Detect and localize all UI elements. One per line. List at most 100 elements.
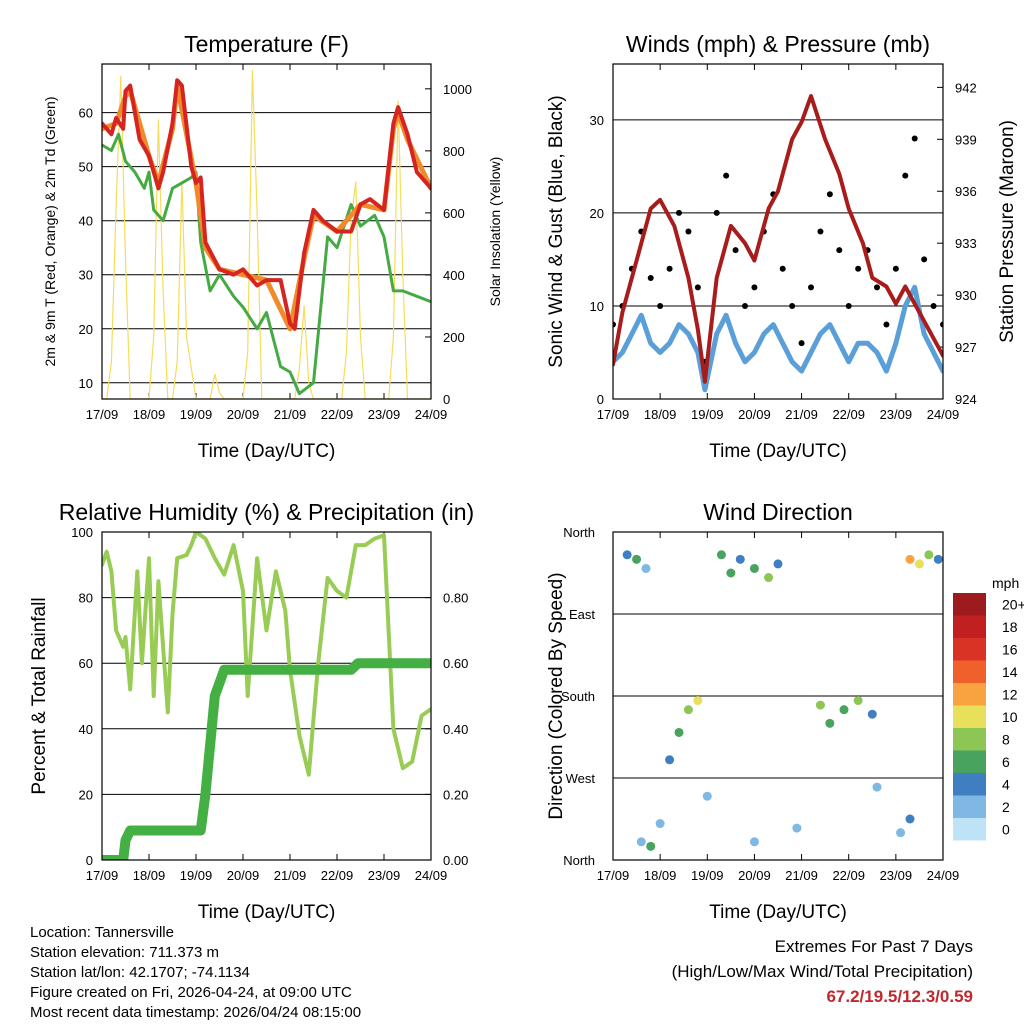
colorbar-swatch (953, 683, 986, 706)
direction-point (636, 837, 646, 847)
humidity-xtick-label: 21/09 (274, 868, 307, 883)
gust-point (713, 209, 720, 216)
gust-point (845, 302, 852, 309)
winds-xtick-label: 19/09 (691, 407, 724, 422)
humidity-xtick-label: 19/09 (180, 868, 213, 883)
wind_direction-xtick-label: 22/09 (832, 868, 865, 883)
gust-point (742, 302, 748, 309)
temperature-xtick-label: 18/09 (133, 407, 166, 422)
wind_direction-ylabel: Direction (Colored By Speed) (546, 572, 567, 819)
winds-title: Winds (mph) & Pressure (mb) (626, 31, 930, 57)
colorbar-swatch (953, 750, 986, 773)
colorbar-swatch (953, 818, 986, 841)
direction-point (646, 841, 656, 851)
gust-point (779, 265, 786, 272)
direction-point (749, 837, 759, 847)
winds-ytick-right-label: 924 (955, 392, 977, 407)
winds-xlabel: Time (Day/UTC) (709, 441, 847, 462)
colorbar-label: 2 (1002, 799, 1010, 815)
winds-xtick-label: 23/09 (880, 407, 913, 422)
colorbar-swatch (953, 638, 986, 661)
colorbar-swatch (953, 615, 986, 638)
rh-line (102, 532, 431, 777)
station-latlon: Station lat/lon: 42.1707; -74.1134 (30, 964, 250, 981)
winds-xtick-label: 18/09 (644, 407, 677, 422)
gust-point (694, 284, 701, 291)
humidity-ytick-label: 80 (79, 591, 93, 606)
precip-line (102, 658, 431, 860)
temperature-xtick-label: 17/09 (86, 407, 119, 422)
humidity-panel: Relative Humidity (%) & Precipitation (i… (29, 499, 474, 923)
direction-point (867, 709, 877, 719)
temperature-ytick-right-label: 400 (443, 268, 465, 283)
direction-tick-label: South (561, 689, 595, 704)
winds-xtick-label: 21/09 (785, 407, 818, 422)
gust-point (647, 275, 654, 282)
gust-point (732, 247, 739, 254)
humidity-xtick-label: 20/09 (227, 868, 260, 883)
direction-point (825, 718, 835, 728)
colorbar-label: 4 (1002, 776, 1010, 792)
direction-point (716, 550, 726, 560)
extremes-title: Extremes For Past 7 Days (774, 937, 973, 956)
direction-point (896, 828, 906, 838)
direction-point (773, 559, 783, 569)
wind_direction-xtick-label: 23/09 (880, 868, 913, 883)
humidity-series (102, 532, 431, 860)
winds-xtick-label: 17/09 (597, 407, 630, 422)
wind_direction-title: Wind Direction (703, 499, 853, 525)
extremes-box: Extremes For Past 7 Days (High/Low/Max W… (672, 934, 973, 1009)
colorbar-label: 14 (1002, 664, 1018, 680)
gust-point (817, 228, 824, 235)
winds-xtick-label: 20/09 (738, 407, 771, 422)
humidity-ytick-label: 20 (79, 787, 93, 802)
humidity-ytick-right-label: 0.60 (443, 656, 468, 671)
humidity-xtick-label: 22/09 (321, 868, 354, 883)
humidity-ytick-right-label: 0.40 (443, 722, 468, 737)
direction-point (693, 696, 703, 706)
humidity-ytick-label: 100 (71, 525, 93, 540)
winds-ytick-right-label: 933 (955, 236, 977, 251)
humidity-frame (101, 531, 432, 861)
temperature-title: Temperature (F) (184, 31, 349, 57)
gust-point (874, 284, 880, 291)
temperature-ytick-right-label: 600 (443, 206, 465, 221)
colorbar-swatch (953, 728, 986, 751)
temperature-series (102, 69, 431, 399)
temp-2m-line (102, 78, 431, 331)
temperature-ytick-right-label: 800 (443, 144, 465, 159)
winds-ytick-right-label: 936 (955, 184, 977, 199)
direction-point (764, 573, 774, 583)
direction-point (749, 563, 759, 573)
colorbar-label: 8 (1002, 731, 1010, 747)
gust-point (883, 321, 890, 328)
direction-point (622, 550, 632, 560)
temperature-ytick-label: 50 (79, 160, 93, 175)
winds-xtick-label: 22/09 (832, 407, 865, 422)
winds-ytick-right-label: 942 (955, 80, 977, 95)
station-elevation: Station elevation: 711.373 m (30, 944, 220, 961)
direction-point (735, 554, 745, 564)
temperature-xtick-label: 24/09 (415, 407, 448, 422)
temperature-xtick-label: 23/09 (368, 407, 401, 422)
extremes-values: 67.2/19.5/12.3/0.59 (826, 987, 973, 1006)
wind-line (613, 284, 943, 393)
wind_direction-xtick-label: 17/09 (597, 868, 630, 883)
winds-frame (612, 63, 944, 400)
direction-point (872, 782, 882, 792)
direction-point (905, 554, 915, 564)
colorbar-label: 20+ (1002, 596, 1024, 612)
winds-ytick-right-label: 927 (955, 340, 977, 355)
winds-ytick-label: 10 (590, 299, 604, 314)
gust-point (921, 256, 928, 263)
gust-point (676, 209, 682, 216)
colorbar-swatch (953, 705, 986, 728)
direction-point (641, 563, 651, 573)
winds-panel: Winds (mph) & Pressure (mb) 17/09 18/09 19/… (546, 31, 1018, 462)
winds-series (613, 94, 943, 393)
direction-point (702, 791, 712, 801)
temperature-ytick-label: 20 (79, 322, 93, 337)
temperature-ytick-label: 30 (79, 268, 93, 283)
station-info: Location: Tannersville Station elevation… (30, 923, 361, 1023)
figure-created: Figure created on Fri, 2026-04-24, at 09… (30, 984, 352, 1001)
